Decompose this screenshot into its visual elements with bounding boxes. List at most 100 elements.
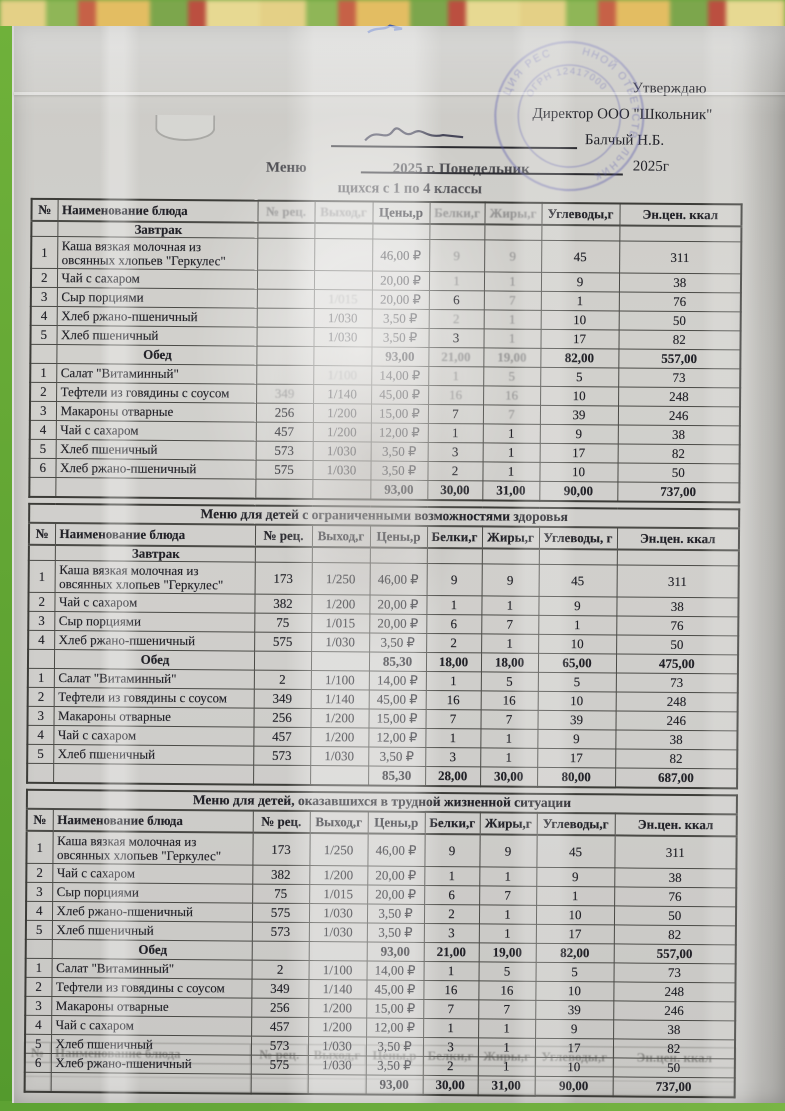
value-cell: 50 <box>618 310 741 331</box>
value-cell <box>312 479 371 500</box>
dish-name-cell: Чай с сахаром <box>51 1015 252 1037</box>
value-cell: 17 <box>534 1038 614 1058</box>
value-cell <box>256 270 315 290</box>
value-cell: 1 <box>477 1056 535 1077</box>
value-cell <box>254 546 312 563</box>
dish-name-cell: Сыр порциями <box>54 611 255 633</box>
column-header: Цены,р <box>367 811 425 834</box>
dish-name-cell: Тефтели из говядины с соусом <box>53 687 254 709</box>
value-cell: 248 <box>615 691 738 712</box>
value-cell: 4 <box>25 901 53 921</box>
value-cell: 20,00 ₽ <box>369 594 427 615</box>
value-cell: 9 <box>481 563 539 597</box>
value-cell: 575 <box>255 460 313 480</box>
value-cell: 20,00 ₽ <box>369 613 427 634</box>
value-cell: 16 <box>478 980 536 1001</box>
signature <box>364 127 464 142</box>
dish-name-cell: Хлеб пшеничный <box>55 439 256 461</box>
value-cell: 173 <box>254 562 312 595</box>
value-cell: 3,50 ₽ <box>368 746 426 767</box>
value-cell: 76 <box>616 615 739 636</box>
value-cell: 1/200 <box>312 403 372 424</box>
dish-name-cell: Салат "Витаминный" <box>56 363 257 385</box>
column-header: № <box>28 522 56 546</box>
value-cell: 575 <box>250 1055 308 1075</box>
value-cell: 50 <box>612 1057 736 1078</box>
column-header: Жиры,г <box>484 202 542 225</box>
value-cell: 45,00 ₽ <box>368 689 426 710</box>
value-cell: 6 <box>29 458 56 478</box>
value-cell: 2 <box>426 633 482 653</box>
value-cell <box>30 344 57 364</box>
value-cell: 1 <box>26 830 53 864</box>
column-header: Выход,г <box>311 525 371 548</box>
value-cell: 31,00 <box>482 480 540 501</box>
value-cell <box>541 224 620 241</box>
value-cell: 45 <box>536 834 615 868</box>
round-stamp: ЦИЯ РЕС ННОЙ ОТВЕТСТВ ОГРН 12417000 ЛЬНИ… <box>492 34 651 192</box>
value-cell: 9 <box>540 272 620 292</box>
value-cell: 45 <box>541 240 620 273</box>
value-cell: 46,00 ₽ <box>372 239 430 272</box>
value-cell: 2 <box>423 904 480 924</box>
value-cell: 9 <box>535 1019 614 1039</box>
value-cell: 45,00 ₽ <box>366 979 424 1000</box>
value-cell: 30,00 <box>427 480 483 501</box>
value-cell: 5 <box>478 961 536 982</box>
value-cell: 1/030 <box>313 308 372 329</box>
value-cell: 1 <box>538 615 617 635</box>
column-header: № рец. <box>254 524 313 548</box>
value-cell <box>484 224 542 241</box>
value-cell: 5 <box>29 439 56 459</box>
column-header: Углеводы,г <box>536 812 615 836</box>
value-cell <box>311 547 370 563</box>
dish-name-cell: Хлеб пшеничный <box>53 744 254 766</box>
value-cell <box>27 763 54 784</box>
value-cell: 38 <box>614 867 737 888</box>
value-cell: 7 <box>425 709 481 729</box>
value-cell: 4 <box>28 630 55 650</box>
value-cell: 7 <box>482 404 541 425</box>
value-cell: 3 <box>25 996 52 1016</box>
value-cell: 16 <box>428 385 484 405</box>
value-cell: 1/200 <box>310 727 369 747</box>
value-cell: 46,00 ₽ <box>369 562 427 596</box>
value-cell: 1/015 <box>313 289 372 310</box>
value-cell: 6 <box>426 614 482 634</box>
dish-name-cell: Салат "Витаминный" <box>51 958 252 980</box>
value-cell: 6 <box>424 885 480 905</box>
value-cell: 12,00 ₽ <box>368 727 426 748</box>
value-cell: 5 <box>480 671 538 692</box>
dish-name-cell <box>53 763 254 785</box>
value-cell: 21,00 <box>428 347 484 367</box>
value-cell: 75 <box>254 613 312 633</box>
column-header: Углеводы, г <box>538 526 618 550</box>
value-cell <box>257 238 315 271</box>
value-cell: 3 <box>425 747 481 767</box>
value-cell: 9 <box>538 596 617 616</box>
value-cell: 38 <box>618 272 742 293</box>
value-cell: 7 <box>483 290 541 311</box>
value-cell: 1 <box>536 886 615 906</box>
pen-mark <box>367 24 403 34</box>
value-cell: 10 <box>539 462 618 482</box>
table-row: 85,30 28,00 30,00 80,00 687,00 <box>27 763 738 789</box>
value-cell: 3,50 ₽ <box>365 1055 423 1076</box>
value-cell: 3 <box>28 611 55 631</box>
column-header: № <box>31 198 58 222</box>
value-cell: 16 <box>483 385 541 406</box>
value-cell: 19,00 <box>478 942 536 963</box>
value-cell: 1 <box>27 668 54 688</box>
value-cell: 90,00 <box>539 481 618 502</box>
value-cell: 93,00 <box>370 479 428 500</box>
table-row: 93,00 30,00 31,00 90,00 737,00 <box>29 477 740 503</box>
value-cell: 1 <box>482 423 540 444</box>
value-cell: 1 <box>28 560 55 593</box>
dish-name-cell: Чай с сахаром <box>52 863 253 885</box>
value-cell: 1 <box>483 309 541 330</box>
value-cell: 1 <box>30 363 57 383</box>
value-cell: 14,00 ₽ <box>371 366 429 386</box>
dish-name-cell: Чай с сахаром <box>55 420 256 442</box>
value-cell <box>25 939 52 959</box>
value-cell <box>256 346 314 366</box>
